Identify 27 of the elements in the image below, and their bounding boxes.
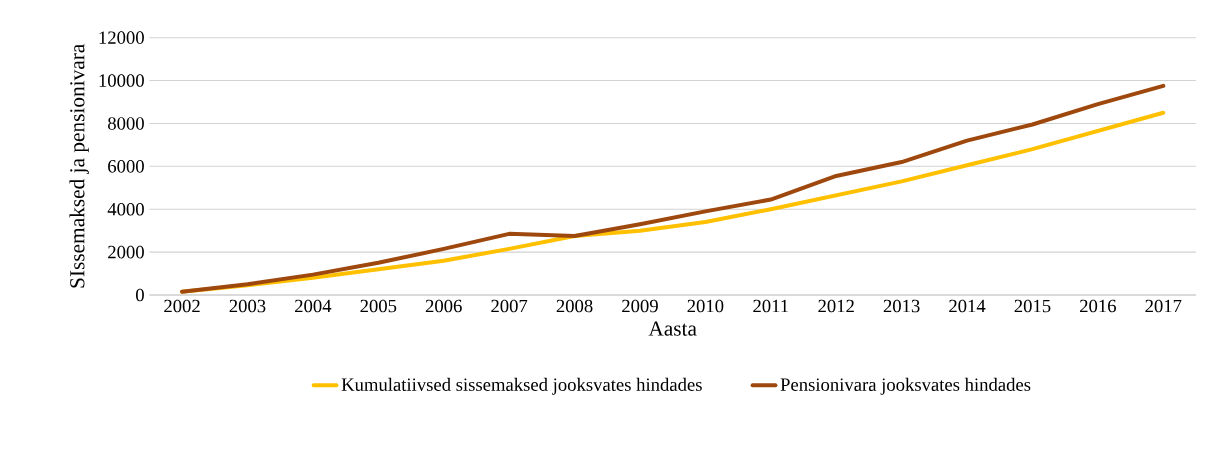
y-axis-title: SIssemaksed ja pensionivara [69, 43, 89, 288]
x-tick-label: 2006 [425, 299, 462, 313]
x-tick-label: 2008 [556, 299, 593, 313]
y-tick-label: 2000 [108, 245, 144, 259]
legend-label: Kumulatiivsed sissemaksed jooksvates hindades [341, 377, 702, 395]
x-tick-label: 2005 [360, 299, 397, 313]
x-tick-label: 2010 [687, 299, 724, 313]
x-tick-label: 2002 [164, 299, 200, 313]
y-tick-label: 0 [136, 288, 144, 302]
x-tick-label: 2017 [1145, 299, 1182, 313]
x-tick-label: 2016 [1080, 299, 1116, 313]
x-tick-label: 2004 [295, 299, 332, 313]
x-tick-label: 2014 [949, 299, 986, 313]
y-tick-label: 12000 [99, 31, 144, 44]
x-tick-label: 2013 [883, 299, 920, 313]
x-tick-label: 2009 [622, 299, 658, 313]
x-tick-label: 2015 [1014, 299, 1051, 313]
y-tick-label: 10000 [99, 74, 144, 87]
legend-label: Pensionivara jooksvates hindades [780, 377, 1031, 395]
x-tick-label: 2007 [491, 299, 528, 313]
x-tick-label: 2003 [229, 299, 266, 313]
y-tick-label: 8000 [108, 117, 144, 130]
x-tick-label: 2011 [753, 299, 788, 313]
x-tick-label: 2012 [818, 299, 854, 313]
x-axis-title: Aasta [648, 321, 697, 336]
y-tick-label: 6000 [108, 160, 144, 173]
y-tick-label: 4000 [107, 202, 144, 216]
